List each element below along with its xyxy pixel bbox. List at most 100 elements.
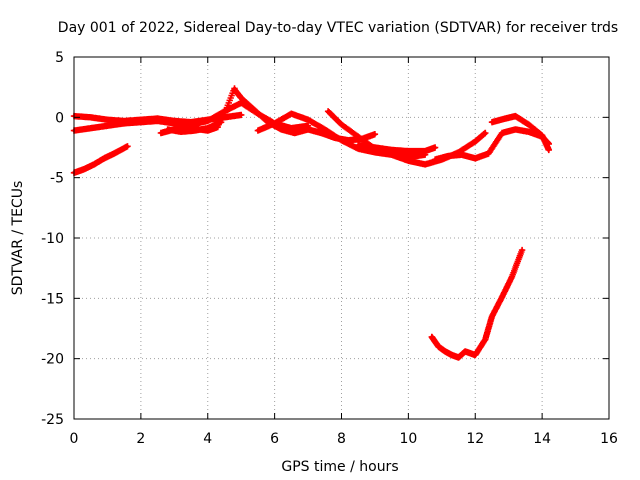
data-point	[490, 314, 494, 318]
data-point	[206, 119, 210, 123]
data-point	[105, 118, 109, 122]
data-point	[473, 353, 477, 357]
data-point	[139, 120, 143, 124]
data-point	[487, 151, 491, 156]
x-tick-label: 12	[466, 431, 484, 447]
x-axis-label: GPS time / hours	[281, 459, 398, 475]
data-point	[356, 135, 360, 139]
data-point-markers	[428, 246, 526, 361]
series-arc-k	[428, 246, 526, 361]
data-point	[503, 116, 507, 121]
data-point	[219, 120, 223, 124]
data-point-markers	[70, 143, 131, 176]
data-point	[483, 337, 487, 341]
x-tick-label: 16	[600, 431, 618, 447]
grid	[74, 57, 609, 419]
data-point	[423, 149, 427, 153]
data-point	[436, 345, 441, 349]
data-point	[520, 248, 524, 252]
data-point	[500, 131, 504, 135]
data-point	[390, 148, 394, 152]
data-point	[159, 131, 163, 135]
data-point	[306, 127, 310, 131]
y-tick-label: -15	[41, 291, 64, 307]
data-point	[460, 153, 464, 157]
data-point	[206, 126, 210, 130]
x-tick-label: 14	[533, 431, 551, 447]
data-point	[527, 130, 531, 134]
axis-ticks: 0 2 4 6 8 10 12 14 16 -25 -20 -15 -10 -5 0 5	[41, 50, 618, 447]
data-point	[406, 149, 410, 153]
data-point	[239, 96, 243, 100]
data-point	[192, 129, 196, 133]
data-point	[373, 132, 377, 136]
data-point	[89, 115, 93, 119]
data-point	[483, 131, 487, 135]
data-point	[319, 131, 323, 135]
data-point	[273, 121, 277, 125]
data-point	[373, 145, 377, 150]
chart-title: Day 001 of 2022, Sidereal Day-to-day VTE…	[58, 20, 618, 36]
data-point	[443, 349, 447, 353]
x-tick-label: 10	[399, 431, 417, 447]
data-point	[339, 123, 344, 127]
data-point	[423, 162, 427, 166]
data-point	[406, 159, 410, 163]
data-point	[390, 153, 394, 157]
data-point	[293, 131, 297, 135]
data-point	[92, 162, 96, 166]
data-point	[430, 335, 434, 339]
data-point	[433, 145, 437, 150]
data-point	[446, 154, 451, 158]
data-point	[82, 167, 86, 171]
data-point	[189, 123, 193, 127]
data-point	[179, 130, 183, 134]
data-point	[323, 127, 327, 131]
data-point	[156, 119, 160, 123]
data-point	[339, 138, 344, 142]
data-point	[279, 127, 283, 131]
data-point	[473, 156, 477, 160]
data-point	[527, 123, 531, 127]
data-points	[70, 85, 552, 361]
x-tick-label: 4	[203, 431, 212, 447]
data-point	[122, 121, 126, 125]
data-point	[433, 158, 437, 162]
data-point	[89, 126, 93, 130]
data-point	[105, 124, 109, 128]
y-tick-label: 5	[55, 50, 64, 66]
x-tick-label: 8	[337, 431, 346, 447]
data-point	[513, 127, 518, 131]
data-point	[112, 151, 116, 156]
data-point	[547, 148, 551, 152]
data-point	[289, 112, 293, 116]
data-point	[513, 114, 518, 118]
y-tick-label: -25	[41, 412, 64, 428]
y-tick-label: -20	[41, 352, 64, 368]
data-point	[102, 156, 106, 160]
data-point	[239, 113, 243, 117]
data-point	[540, 133, 544, 137]
y-axis-label: SDTVAR / TECUs	[10, 181, 26, 296]
data-point	[253, 108, 257, 112]
data-point	[232, 88, 237, 92]
y-tick-label: 0	[55, 110, 64, 126]
series-arc-early-low	[70, 143, 131, 176]
y-tick-label: -5	[50, 171, 64, 187]
data-point	[125, 144, 130, 148]
x-tick-label: 2	[136, 431, 145, 447]
series-arc-h	[355, 141, 439, 155]
data-point	[463, 349, 467, 353]
data-point	[473, 139, 477, 144]
data-point	[510, 275, 514, 279]
data-point	[306, 118, 310, 122]
data-point	[500, 295, 504, 299]
data-point	[256, 129, 260, 133]
series-arc-d	[164, 85, 238, 135]
x-tick-label: 6	[270, 431, 279, 447]
series-arc-j	[488, 112, 552, 154]
data-point	[172, 121, 176, 125]
data-point	[356, 143, 360, 147]
x-tick-label: 0	[70, 431, 79, 447]
